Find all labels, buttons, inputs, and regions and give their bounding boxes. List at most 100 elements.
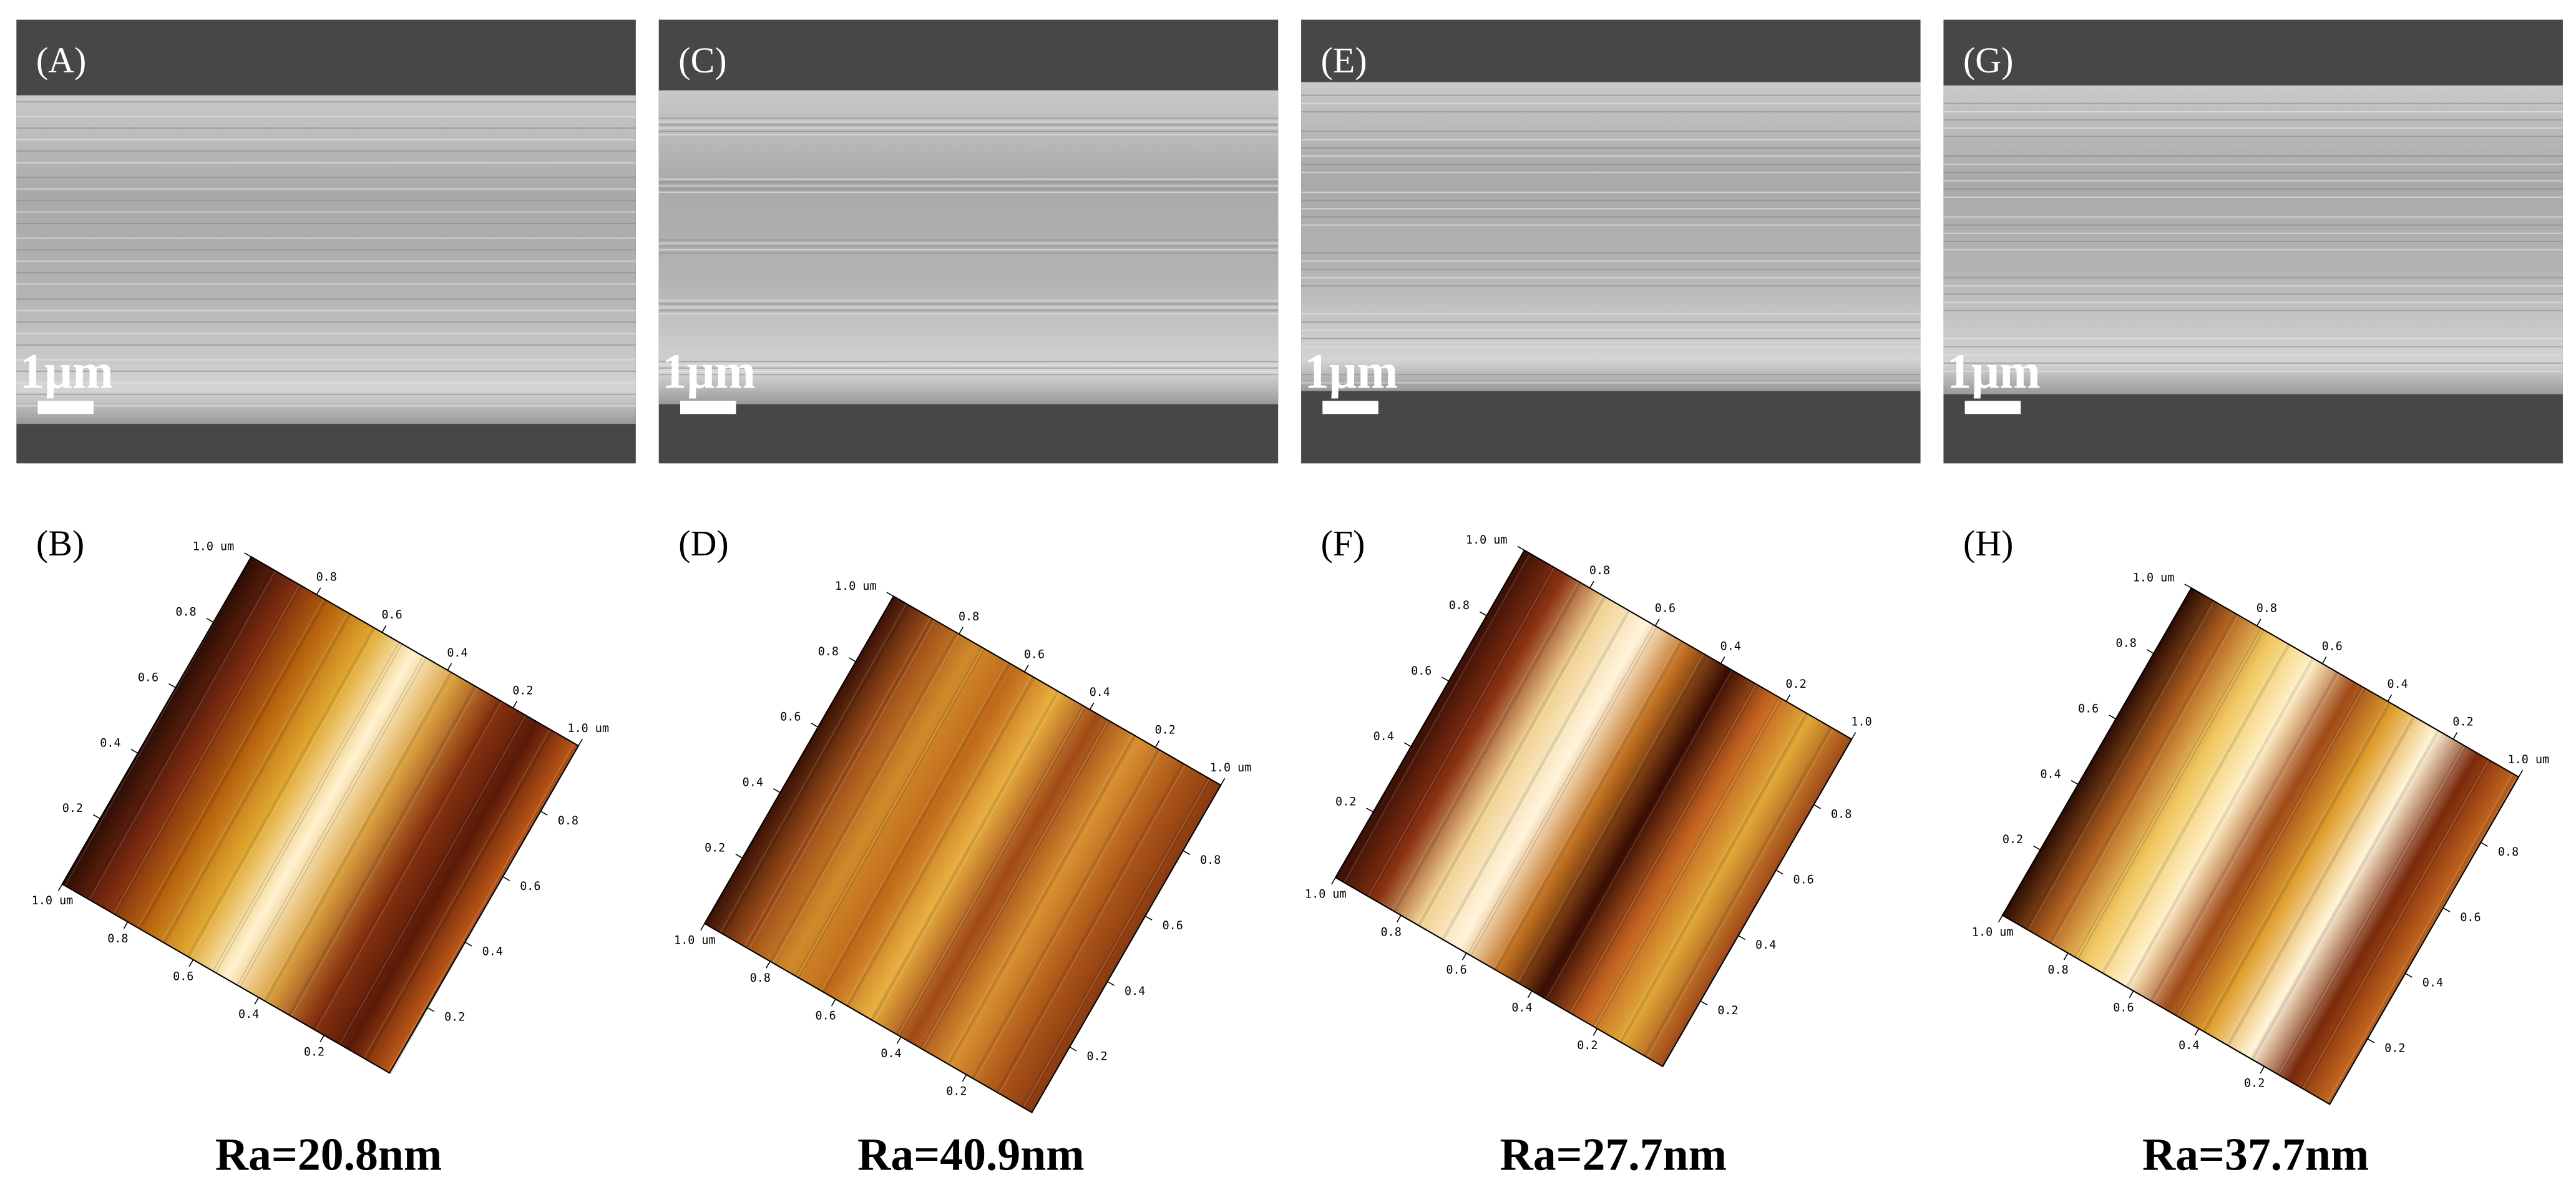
afm-surface <box>1335 550 1852 1067</box>
afm-texture <box>1594 698 1781 1028</box>
afm-texture <box>1366 566 1554 896</box>
axis-label: 0.4 <box>482 945 503 959</box>
axis-tick <box>254 997 260 1005</box>
axis-tick <box>1183 850 1191 856</box>
axis-label: 0.8 <box>2256 602 2277 615</box>
afm-texture <box>2175 686 2363 1016</box>
axis-label: 1.0 um <box>2508 753 2550 766</box>
axis-label: 0.2 <box>2003 833 2023 846</box>
axis-tick <box>1517 545 1525 551</box>
panel-label: (A) <box>36 40 86 81</box>
axis-tick <box>1442 677 1450 682</box>
axis-tick <box>2146 649 2154 654</box>
afm-texture <box>746 618 934 949</box>
afm-image <box>1334 549 1853 1068</box>
afm-texture <box>2225 715 2413 1045</box>
afm-texture <box>164 613 351 944</box>
panel-label: (B) <box>36 523 84 564</box>
afm-texture <box>920 719 1108 1049</box>
axis-label: 0.6 <box>2322 640 2343 653</box>
axis-label: 0.2 <box>512 684 533 697</box>
axis-tick <box>831 999 836 1007</box>
fiber <box>658 90 1279 404</box>
afm-texture <box>114 585 302 915</box>
axis-label: 0.2 <box>1717 1004 1738 1017</box>
axis-label: 0.4 <box>1720 640 1741 653</box>
axis-label: 0.4 <box>100 736 120 750</box>
afm-texture <box>2253 731 2441 1062</box>
afm-texture <box>2074 628 2262 958</box>
axis-label: 0.2 <box>1577 1039 1598 1052</box>
afm-texture <box>846 677 1034 1006</box>
axis-tick <box>1589 580 1594 589</box>
afm-texture <box>364 730 552 1060</box>
afm-texture <box>897 706 1085 1036</box>
axis-tick <box>512 701 518 708</box>
afm-texture <box>187 627 374 957</box>
axis-label: 0.6 <box>2113 1001 2134 1014</box>
scale-bar-label: 1μm <box>20 344 114 399</box>
afm-texture <box>240 657 427 987</box>
afm-texture <box>1595 698 1783 1028</box>
axis-tick <box>2367 1038 2375 1043</box>
axis-label: 0.2 <box>1335 796 1356 809</box>
afm-texture <box>288 685 476 1015</box>
axis-tick <box>2184 584 2192 589</box>
afm-texture <box>2151 672 2339 1002</box>
axis-tick <box>447 663 452 671</box>
axis-tick <box>320 1035 324 1043</box>
scale-bar-label: 1μm <box>1304 344 1398 399</box>
axis-label: 0.2 <box>705 841 725 854</box>
afm-surface <box>705 596 1221 1113</box>
afm-image <box>61 555 580 1075</box>
axis-label: 0.8 <box>1200 854 1221 867</box>
afm-texture <box>2125 657 2313 987</box>
afm-texture <box>2204 703 2391 1032</box>
axis-label: 0.6 <box>815 1010 836 1023</box>
axis-label: 0.8 <box>2116 637 2137 650</box>
scale-bar <box>680 401 736 414</box>
axis-label: 1.0 um <box>1972 926 2013 939</box>
afm-texture <box>139 599 326 929</box>
afm-texture <box>1392 581 1579 911</box>
axis-label: 0.6 <box>1793 873 1814 886</box>
afm-texture <box>2100 643 2288 972</box>
afm-texture <box>2052 615 2239 945</box>
axis-tick <box>427 1007 435 1012</box>
afm-texture <box>1568 683 1755 1013</box>
axis-tick <box>2063 952 2069 960</box>
panel-label: (E) <box>1321 40 1367 81</box>
afm-texture <box>1493 639 1681 969</box>
afm-texture <box>113 584 300 914</box>
axis-tick <box>2033 845 2041 851</box>
afm-texture <box>772 633 960 964</box>
scale-bar-label: 1μm <box>662 344 756 399</box>
axis-label: 0.8 <box>1831 808 1852 821</box>
axis-label: 0.4 <box>1090 686 1110 699</box>
afm-texture <box>2228 716 2416 1047</box>
afm-texture <box>1520 655 1707 985</box>
sem-image: (G) 1μm <box>1943 19 2563 464</box>
scale-bar <box>37 401 94 414</box>
afm-texture <box>1416 595 1603 925</box>
afm-texture <box>997 763 1184 1093</box>
axis-tick <box>168 683 176 688</box>
axis-tick <box>1069 1046 1077 1052</box>
axis-label: 0.8 <box>818 645 839 658</box>
afm-texture <box>338 714 525 1044</box>
axis-tick <box>540 811 548 816</box>
axis-label: 0.6 <box>2078 702 2099 715</box>
panel-label: (D) <box>678 523 728 564</box>
afm-texture <box>1494 640 1682 970</box>
afm-texture <box>1342 552 1530 882</box>
afm-texture <box>263 672 451 1001</box>
axis-label: 0.8 <box>107 932 128 945</box>
afm-texture <box>2024 599 2212 929</box>
axis-label: 0.6 <box>1024 648 1045 661</box>
afm-surface <box>62 557 578 1073</box>
roughness-value: Ra=27.7nm <box>1500 1128 1727 1180</box>
axis-tick <box>57 884 63 891</box>
axis-tick <box>2321 657 2327 664</box>
afm-texture <box>89 570 276 901</box>
